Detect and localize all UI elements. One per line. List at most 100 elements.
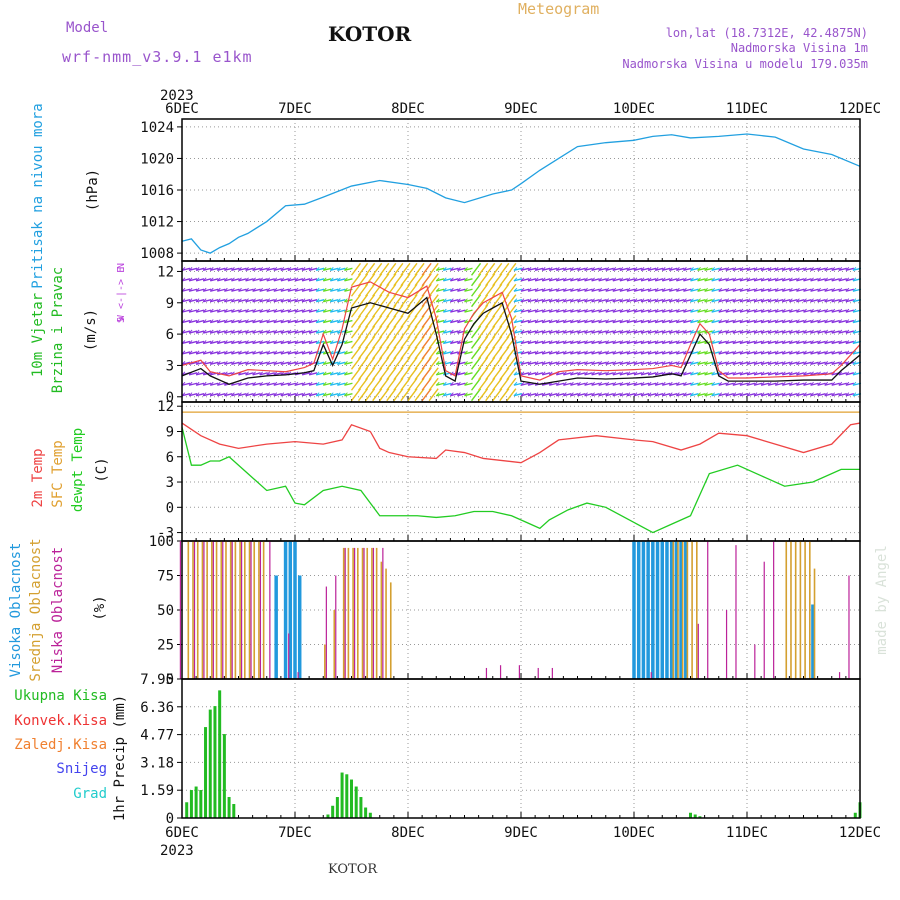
wind-arrow-head (527, 371, 532, 376)
wind-arrow (619, 299, 629, 303)
time-label-bottom: 7DEC (278, 825, 312, 841)
wind-arrow (605, 288, 614, 292)
wind-arrow-head (654, 287, 659, 292)
wind-arrow-head (555, 308, 560, 313)
wind-arrow-head (224, 392, 228, 397)
wind-arrow (746, 309, 756, 313)
wind-arrow-head (605, 392, 610, 397)
wind-arrow-head (824, 392, 829, 397)
wind-arrow (393, 336, 404, 349)
wind-arrow (796, 330, 805, 334)
wind-arrow (676, 299, 685, 303)
model-label: Model (66, 20, 109, 36)
wind-arrow (181, 288, 191, 292)
wind-arrow-head (294, 340, 299, 344)
wind-arrow-head (520, 381, 525, 386)
wind-arrow-head (266, 277, 271, 282)
wind-arrow-head (252, 329, 256, 334)
wind-arrow-head (287, 287, 292, 292)
wind-arrow-head (789, 298, 793, 303)
wind-arrow-head (541, 319, 546, 323)
bottom-time-labels: 6DEC 7DEC 8DEC 9DEC 10DEC 11DEC 12DEC (165, 825, 881, 841)
wind-arrow-head (668, 287, 673, 292)
wind-arrow (704, 288, 713, 292)
wind-arrow (308, 330, 318, 334)
wind-arrow (464, 351, 473, 355)
wind-arrow (711, 330, 720, 334)
wind-arrow (350, 377, 362, 391)
wind-arrow (499, 294, 510, 308)
wind-arrow (626, 393, 636, 397)
wind-arrow-head (322, 381, 327, 386)
wind-arrow (485, 377, 496, 391)
wind-arrow (817, 278, 826, 282)
wind-arrow (330, 309, 339, 313)
wind-arrow (238, 340, 247, 345)
wind-arrow (718, 393, 727, 397)
y-tick-label: 6.36 (140, 700, 174, 716)
wind-arrow (845, 278, 855, 282)
wind-arrow-head (216, 277, 221, 282)
wind-arrow (647, 278, 657, 282)
wind-arrow (542, 382, 551, 386)
cloud-bar-low (203, 541, 205, 679)
wind-arrow (746, 319, 756, 324)
wind-arrow (577, 372, 586, 376)
wind-arrow-head (584, 298, 588, 303)
wind-arrow (203, 309, 212, 313)
wind-arrow (796, 319, 805, 324)
wind-arrow-head (259, 287, 264, 292)
wind-arrow (231, 278, 240, 282)
wind-arrow (796, 299, 805, 303)
wind-arrow-head (294, 350, 299, 355)
wind-arrow (626, 340, 636, 345)
wind-arrow (280, 393, 290, 397)
wind-arrow (662, 288, 671, 292)
wind-arrow (584, 267, 593, 272)
elevation-text: Nadmorska Visina 1m (730, 41, 868, 55)
wind-arrow (280, 319, 290, 324)
wind-arrow (436, 393, 445, 397)
wind-arrow (753, 382, 763, 386)
wind-arrow (570, 309, 579, 313)
wind-arrow-head (231, 319, 235, 323)
wind-arrow-head (315, 277, 320, 282)
wind-arrow-head (520, 340, 525, 344)
wind-arrow (231, 382, 240, 386)
wind-arrow (513, 288, 523, 292)
wind-arrow (711, 299, 720, 303)
wind-arrow-head (697, 340, 701, 344)
wind-arrow-head (294, 319, 299, 323)
wind-arrow-head (188, 319, 193, 323)
top-time-labels: 6DEC 7DEC 8DEC 9DEC 10DEC 11DEC 12DEC (165, 101, 881, 117)
wind-arrow (619, 340, 629, 345)
wind-arrow (259, 288, 268, 292)
wind-arrow (612, 278, 621, 282)
wind-arrow-head (238, 267, 242, 271)
wind-arrow (195, 382, 205, 386)
wind-arrow-head (563, 381, 567, 386)
wind-arrow (492, 388, 503, 402)
wind-arrow-head (760, 308, 765, 313)
wind-arrow-head (548, 308, 553, 313)
wind-arrow (492, 304, 503, 318)
cloud-bar-high (665, 541, 669, 679)
wind-arrow-head (753, 340, 758, 344)
wind-arrow (337, 267, 346, 272)
wind-arrow (803, 393, 812, 397)
wind-arrow (457, 278, 466, 282)
wind-arrow-head (676, 340, 680, 344)
wind-arrow-head (435, 308, 440, 313)
wind-arrow (259, 309, 268, 313)
wind-arrow (796, 278, 805, 282)
wind-arrow-head (259, 371, 264, 376)
wind-arrow (831, 299, 840, 303)
precip-ylabel: 1hr Precip (mm) (112, 695, 128, 821)
wind-arrow (231, 330, 240, 334)
wind-arrow (676, 340, 685, 345)
wind-arrow-head (520, 392, 525, 397)
wind-arrow-head (287, 329, 292, 334)
wind-arrow-head (591, 371, 595, 376)
wind-arrow-head (224, 298, 228, 303)
model-name: wrf-nmm_v3.9.1 e1km (62, 48, 253, 66)
